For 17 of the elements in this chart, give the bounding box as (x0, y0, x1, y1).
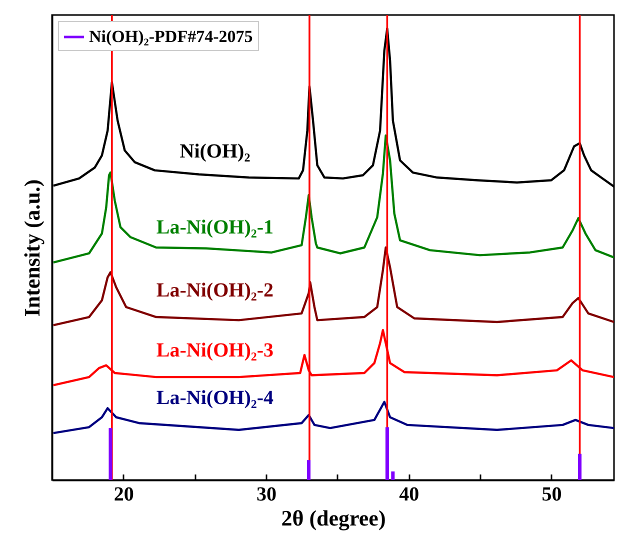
bar (391, 471, 395, 480)
series-label: La-Ni(OH)₂-1 (156, 216, 274, 239)
bar (108, 428, 112, 480)
series-label: La-Ni(OH)₂-3 (156, 339, 274, 362)
bar (385, 427, 389, 480)
series-label: La-Ni(OH)₂-2 (156, 279, 274, 302)
x-tick-label: 50 (542, 484, 562, 506)
legend-label: Ni(OH)₂-PDF#74-2075 (89, 27, 253, 46)
bar (307, 460, 310, 480)
y-axis-title: Intensity (a.u.) (20, 179, 44, 317)
series-label: Ni(OH)₂ (180, 140, 250, 163)
x-tick-label: 40 (399, 484, 420, 506)
x-tick-label: 20 (114, 484, 134, 506)
x-tick-label: 30 (256, 484, 276, 506)
series-label: La-Ni(OH)₂-4 (156, 387, 274, 410)
x-axis-title: 2θ (degree) (281, 506, 386, 530)
bar (578, 454, 582, 480)
